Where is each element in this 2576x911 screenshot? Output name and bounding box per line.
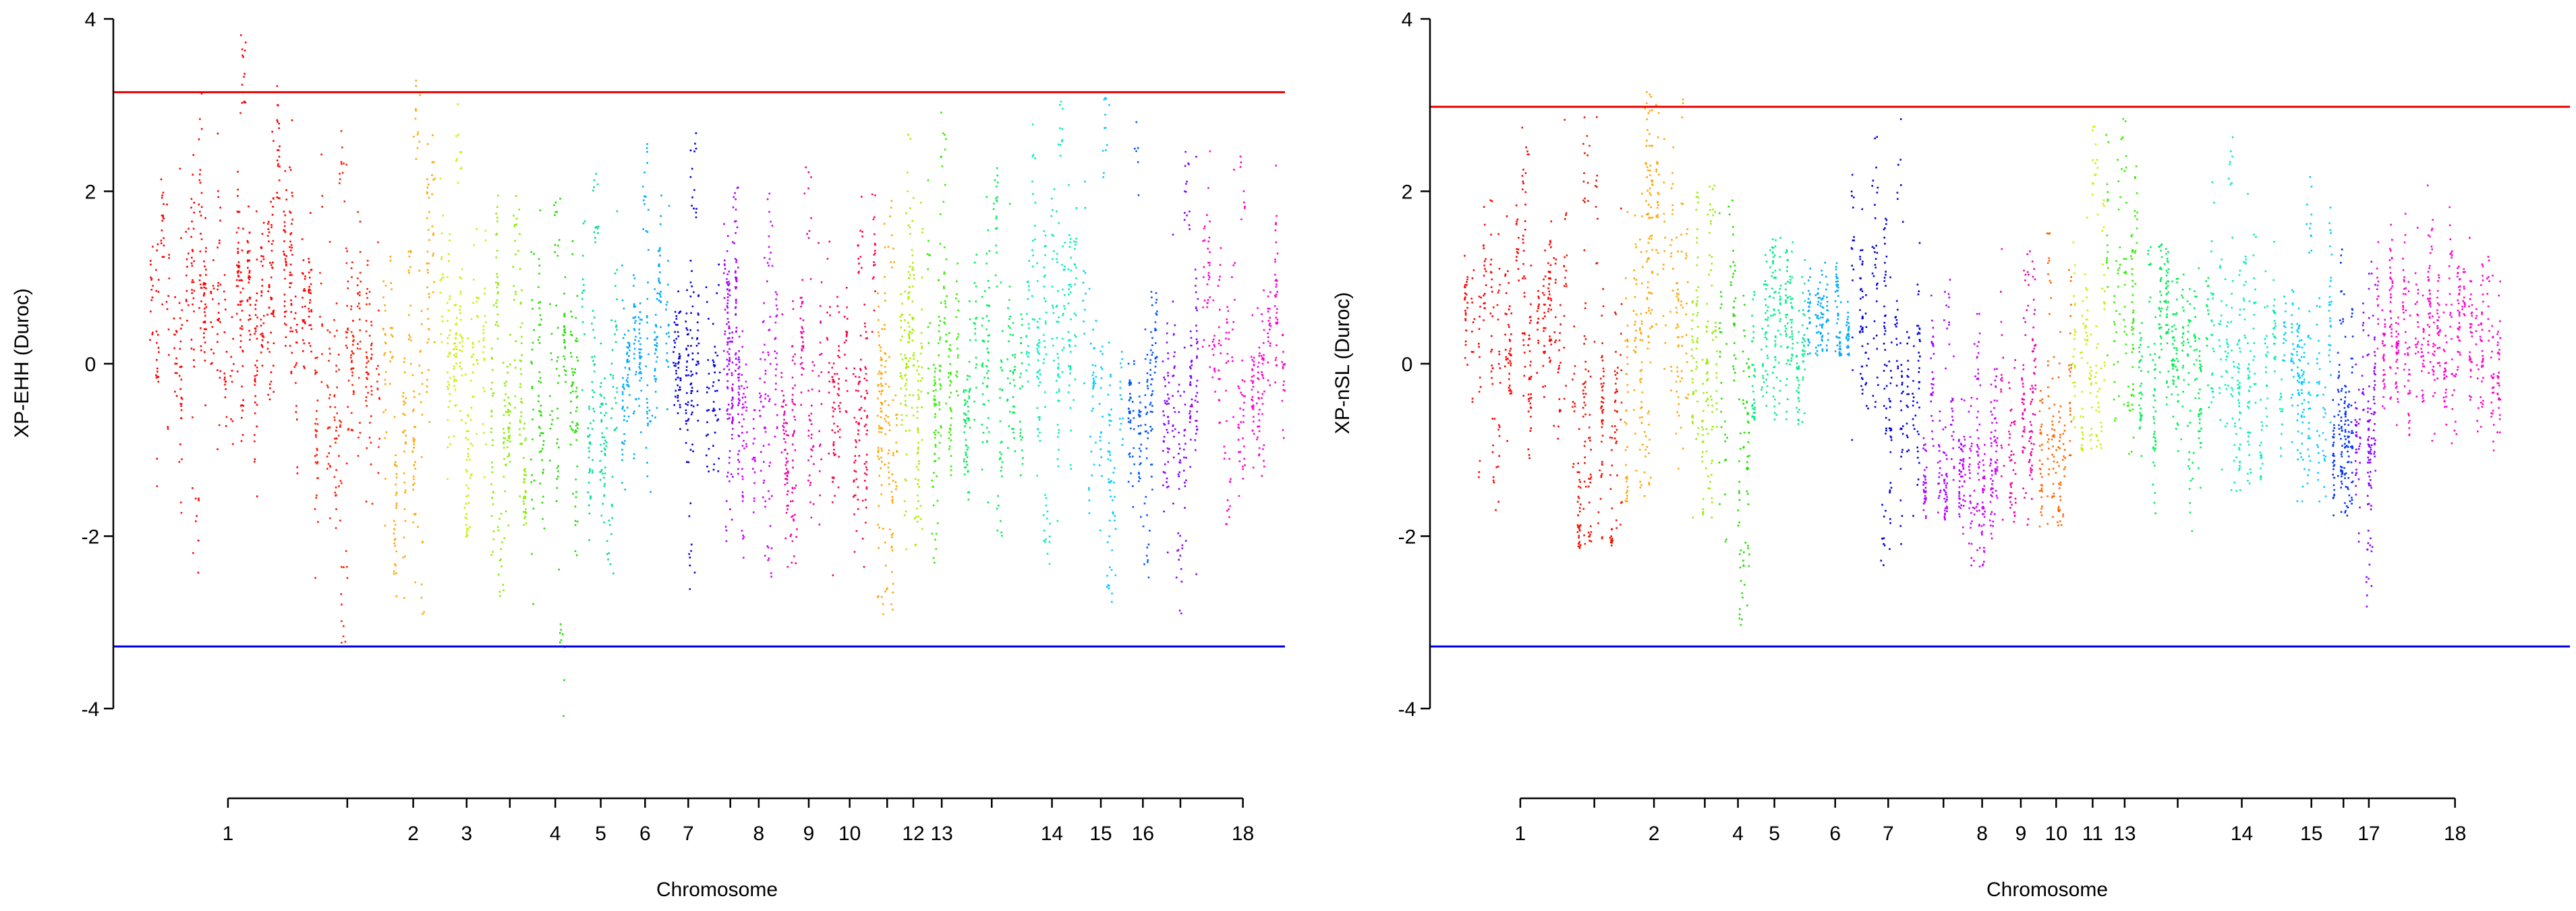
xp-nsl-chromosome-9-points — [2000, 248, 2037, 526]
xp-ehh-chromosome-13-marks — [926, 111, 960, 564]
xp-ehh-y-tick-label: 2 — [85, 182, 96, 204]
xp-nsl-chromosome-segment-17-marks — [2332, 248, 2354, 517]
xp-nsl-chromosome-segment-17-points — [2332, 248, 2354, 517]
xp-ehh-x-tick-label: 14 — [1041, 823, 1063, 845]
xp-nsl-y-axis: -4 -2 0 2 4 — [1398, 9, 1431, 721]
xp-ehh-x-tick-label: 12 — [902, 823, 924, 845]
xp-ehh-y-axis: -4 -2 0 2 4 — [82, 9, 115, 721]
xp-ehh-chromosome-segment-9-marks — [722, 186, 741, 543]
xp-ehh-chromosome-segment-16-marks — [963, 167, 1024, 537]
xp-ehh-x-axis: 1 2 3 4 5 6 7 8 9 10 12 13 14 15 16 18 — [223, 797, 1254, 845]
xp-ehh-chromosome-13-points — [926, 111, 960, 564]
xp-ehh-x-tick-label: 13 — [930, 823, 952, 845]
xp-nsl-chromosome-8-marks — [1962, 312, 1999, 568]
xp-ehh-x-tick-label: 5 — [595, 823, 606, 845]
xp-ehh-chromosome-9-points — [780, 166, 823, 568]
xp-ehh-chromosome-segment-20-points — [1162, 150, 1199, 615]
xp-nsl-chromosome-2-marks — [1624, 91, 1690, 503]
xp-nsl-chromosome-segment-8-points — [1922, 279, 1963, 521]
xp-ehh-y-tick-label: -2 — [82, 526, 100, 549]
xp-nsl-x-tick-label: 1 — [1515, 823, 1526, 845]
xp-ehh-points — [149, 34, 1286, 717]
xp-nsl-x-tick-label: 18 — [2444, 823, 2466, 845]
xp-nsl-x-tick-label: 10 — [2045, 823, 2067, 845]
xp-ehh-y-axis-title: XP-EHH (Duroc) — [11, 288, 33, 438]
xp-ehh-x-tick-label: 10 — [838, 823, 861, 845]
xp-ehh-y-tick-label: 4 — [85, 9, 96, 31]
xp-nsl-x-tick-label: 4 — [1732, 823, 1744, 845]
xp-nsl-x-tick-label: 15 — [2300, 823, 2322, 845]
xp-nsl-chromosome-10-points — [2038, 232, 2073, 528]
xp-nsl-x-tick-label: 7 — [1883, 823, 1894, 845]
xp-nsl-chromosome-5-points — [1751, 237, 1806, 425]
xp-nsl-chromosome-18-marks — [2376, 184, 2502, 451]
xp-nsl-y-tick-label: 4 — [1402, 9, 1413, 31]
xp-nsl-threshold-lines — [1430, 105, 2570, 648]
xp-nsl-x-tick-label: 11 — [2082, 823, 2103, 845]
xp-ehh-chromosome-9-marks — [780, 166, 823, 568]
xp-ehh-chromosome-16-points — [1127, 121, 1158, 579]
xp-ehh-chromosome-15-points — [1082, 96, 1124, 603]
xp-nsl-panel: -4 -2 0 2 4 1 2 4 5 6 7 8 9 10 11 13 14 15 17 18 XP-nSL (D… — [1332, 9, 2570, 901]
xp-ehh-x-tick-label: 15 — [1089, 823, 1112, 845]
xp-ehh-chromosome-16-marks — [1127, 121, 1158, 579]
xp-ehh-x-tick-label: 8 — [753, 823, 765, 845]
xp-ehh-chromosome-segment-1-marks — [314, 130, 380, 644]
xp-ehh-x-axis-title: Chromosome — [656, 879, 778, 901]
xp-ehh-chromosome-segment-1-points — [314, 130, 380, 644]
xp-nsl-x-tick-label: 6 — [1829, 823, 1841, 845]
xp-nsl-x-tick-label: 14 — [2231, 823, 2253, 845]
xp-ehh-x-tick-label: 3 — [461, 823, 472, 845]
xp-ehh-chromosome-7-points — [672, 132, 721, 590]
xp-nsl-x-tick-label: 8 — [1976, 823, 1988, 845]
xp-nsl-y-tick-label: -4 — [1398, 698, 1416, 721]
xp-nsl-chromosome-6-points — [1806, 261, 1850, 357]
xp-ehh-chromosome-segment-9-points — [722, 186, 741, 543]
xp-nsl-chromosome-6-marks — [1806, 261, 1850, 357]
xp-nsl-x-tick-label: 17 — [2357, 823, 2380, 845]
xp-ehh-chromosome-segment-16-points — [963, 167, 1024, 537]
xp-nsl-y-tick-label: 2 — [1402, 182, 1413, 204]
xp-nsl-x-axis: 1 2 4 5 6 7 8 9 10 11 13 14 15 17 18 — [1515, 797, 2466, 845]
xp-ehh-y-tick-label: -4 — [82, 698, 100, 721]
xp-nsl-y-tick-label: -2 — [1398, 526, 1416, 549]
xp-ehh-chromosome-7-marks — [672, 132, 721, 590]
xp-ehh-x-tick-label: 9 — [803, 823, 815, 845]
xp-nsl-x-tick-label: 2 — [1649, 823, 1660, 845]
xp-ehh-x-tick-label: 6 — [639, 823, 651, 845]
xp-nsl-points — [1463, 91, 2502, 626]
xp-ehh-x-tick-label: 7 — [683, 823, 694, 845]
xp-ehh-x-tick-label: 2 — [407, 823, 419, 845]
xp-nsl-y-tick-label: 0 — [1402, 354, 1413, 376]
xp-ehh-x-tick-label: 16 — [1132, 823, 1154, 845]
xp-nsl-chromosome-8-points — [1962, 312, 1999, 568]
xp-ehh-x-tick-label: 1 — [223, 823, 234, 845]
xp-ehh-chromosome-18-points — [1201, 150, 1286, 526]
xp-nsl-chromosome-5-marks — [1751, 237, 1806, 425]
xp-nsl-x-tick-label: 13 — [2113, 823, 2136, 845]
xp-nsl-x-tick-label: 9 — [2015, 823, 2027, 845]
xp-nsl-chromosome-2-points — [1624, 91, 1690, 503]
xp-ehh-y-tick-label: 0 — [85, 354, 96, 376]
xp-nsl-chromosome-segment-8-marks — [1922, 279, 1963, 521]
xp-ehh-chromosome-15-marks — [1082, 96, 1124, 603]
xp-nsl-chromosome-10-marks — [2038, 232, 2073, 528]
xp-ehh-threshold-lines — [113, 91, 1285, 648]
xp-nsl-chromosome-18-points — [2376, 184, 2502, 451]
xp-ehh-x-tick-label: 18 — [1232, 823, 1254, 845]
xp-nsl-x-tick-label: 5 — [1769, 823, 1780, 845]
xp-ehh-chromosome-segment-20-marks — [1162, 150, 1199, 615]
xp-nsl-y-axis-title: XP-nSL (Duroc) — [1332, 292, 1354, 435]
xp-nsl-x-axis-title: Chromosome — [1986, 879, 2108, 901]
xp-ehh-x-tick-label: 4 — [550, 823, 561, 845]
xp-ehh-chromosome-18-marks — [1201, 150, 1286, 526]
xp-nsl-chromosome-9-marks — [2000, 248, 2037, 526]
